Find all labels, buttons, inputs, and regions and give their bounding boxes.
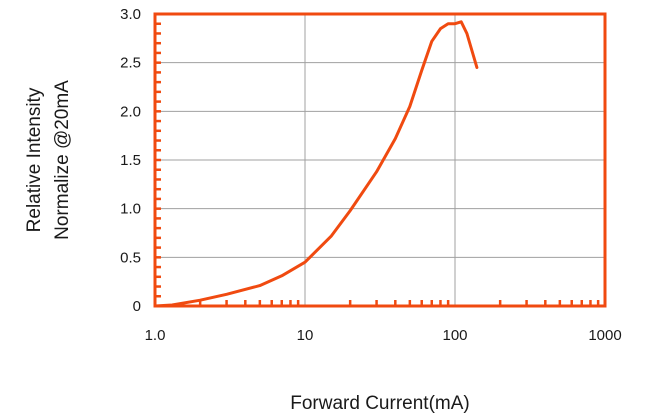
y-tick-label: 0 bbox=[133, 298, 141, 315]
y-axis-title-line-1: Relative Intensity bbox=[24, 87, 45, 232]
y-tick-label: 0.5 bbox=[120, 249, 141, 266]
x-tick-label: 1000 bbox=[588, 327, 621, 344]
y-tick-label: 1.0 bbox=[120, 201, 141, 218]
y-tick-label: 1.5 bbox=[120, 152, 141, 169]
x-tick-labels: 1.0 10 100 1000 bbox=[145, 327, 622, 344]
x-tick-label: 10 bbox=[297, 327, 314, 344]
x-axis-title: Forward Current(mA) bbox=[290, 393, 469, 414]
grid-lines bbox=[155, 14, 605, 306]
plot-frame bbox=[153, 12, 607, 308]
minor-ticks bbox=[155, 22, 600, 306]
y-tick-label: 2.0 bbox=[120, 103, 141, 120]
x-tick-label: 100 bbox=[442, 327, 467, 344]
series-lines bbox=[153, 20, 479, 308]
y-tick-label: 2.5 bbox=[120, 55, 141, 72]
y-tick-labels: 0 0.5 1.0 1.5 2.0 2.5 3.0 bbox=[120, 6, 141, 315]
y-axis-title-line-2: Normalize @20mA bbox=[52, 80, 73, 240]
series-line-0 bbox=[153, 20, 479, 308]
y-tick-label: 3.0 bbox=[120, 6, 141, 23]
x-tick-label: 1.0 bbox=[145, 327, 166, 344]
